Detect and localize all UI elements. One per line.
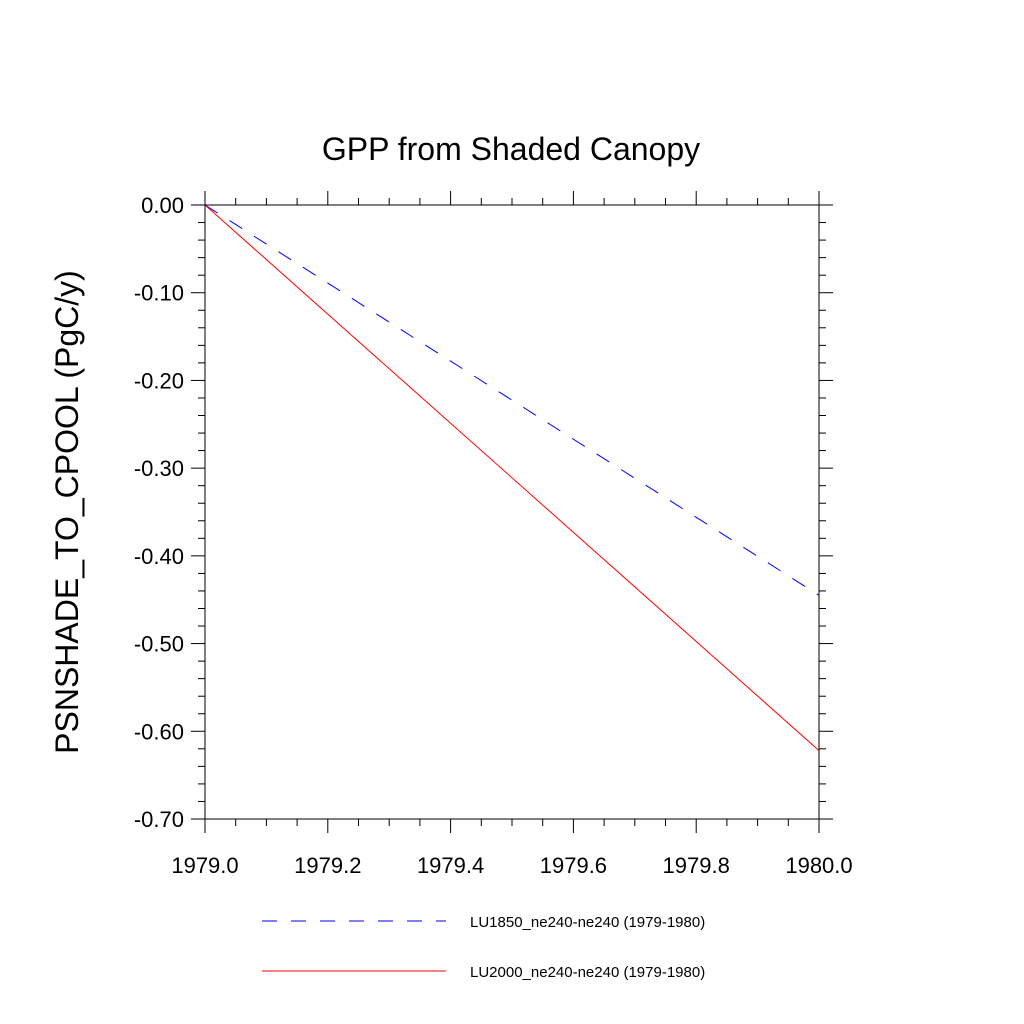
y-tick-label: -0.30 [134, 456, 184, 481]
legend-label-2: LU2000_ne240-ne240 (1979-1980) [470, 964, 705, 981]
x-tick-label: 1979.2 [294, 853, 361, 878]
plot-series-group [204, 204, 820, 751]
y-tick-label: -0.70 [134, 807, 184, 832]
series-line-2 [204, 204, 820, 751]
y-tick-label: -0.10 [134, 281, 184, 306]
y-axis-label: PSNSHADE_TO_CPOOL (PgC/y) [49, 270, 85, 754]
x-tick-label: 1979.4 [417, 853, 484, 878]
axis-ticks-group: 1979.0 1979.2 1979.4 1979.6 1979.8 1980.0 0.00… [134, 191, 853, 878]
y-tick-label: -0.20 [134, 368, 184, 393]
series-line-1 [204, 204, 820, 596]
y-tick-label: -0.60 [134, 719, 184, 744]
y-tick-label: -0.40 [134, 544, 184, 569]
plot-frame [204, 204, 820, 820]
legend-label-1: LU1850_ne240-ne240 (1979-1980) [470, 914, 705, 931]
y-tick-label: 0.00 [141, 193, 184, 218]
x-tick-label: 1980.0 [785, 853, 852, 878]
x-tick-label: 1979.0 [171, 853, 238, 878]
legend: LU1850_ne240-ne240 (1979-1980) LU2000_ne2… [262, 914, 705, 981]
y-tick-label: -0.50 [134, 632, 184, 657]
chart-title: GPP from Shaded Canopy [322, 131, 700, 167]
x-tick-label: 1979.6 [540, 853, 607, 878]
x-tick-label: 1979.8 [663, 853, 730, 878]
